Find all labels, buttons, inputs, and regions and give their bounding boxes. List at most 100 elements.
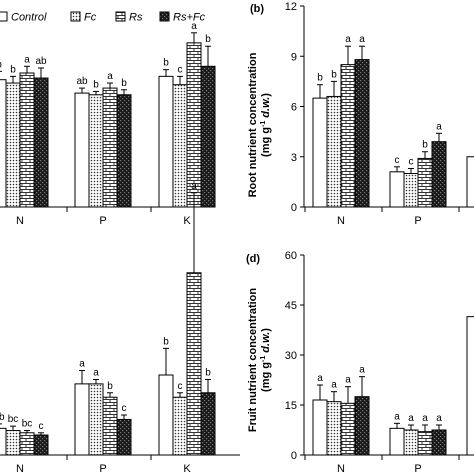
bar-b-rs (417, 157, 433, 208)
bar-c-rs-fc (33, 434, 49, 456)
bar-a-rs-fc (200, 65, 216, 208)
bar-d-rs-fc (431, 429, 447, 456)
bar-c-rs (102, 396, 118, 456)
significance-letter-a: b (163, 58, 169, 69)
bar-a-fc (172, 84, 188, 208)
legend: Control Fc Rs Rs+Fc (0, 11, 206, 24)
legend-item-fc: Fc (70, 11, 97, 24)
significance-letter-d: a (359, 365, 365, 376)
significance-letter-c: a (191, 181, 197, 192)
panel-b-ylabel-line1: Root nutrient concentration (247, 52, 259, 197)
bar-b-rs (340, 64, 356, 208)
panel-b-label: (b) (250, 3, 264, 15)
panel-b-x-tick-label: N (337, 215, 345, 227)
bar-a-control (0, 79, 7, 208)
significance-letter-b: b (422, 140, 428, 151)
significance-letter-d: a (317, 373, 323, 384)
bar-b-fc (326, 95, 342, 208)
bar-a-rs (102, 87, 118, 208)
significance-letter-b: b (331, 69, 337, 80)
panel-b-y-tick-label: 0 (291, 202, 297, 214)
significance-letter-a: b (205, 34, 211, 45)
significance-letter-b: c (395, 155, 400, 166)
bar-b-rs-fc (431, 141, 447, 208)
panel-b-x-tick-label: P (414, 215, 421, 227)
significance-letter-a: ab (35, 56, 47, 67)
bar-d-fc (326, 401, 342, 456)
significance-letter-c: a (79, 359, 85, 370)
legend-swatch-rs (115, 11, 126, 22)
bar-c-fc (88, 383, 104, 456)
panel-b-y-tick-label: 9 (291, 51, 297, 63)
panel-d-x-tick-label: N (337, 463, 345, 474)
panel-d-y-tick-label: 15 (285, 400, 297, 412)
legend-item-rs-fc: Rs+Fc (159, 11, 206, 24)
bar-b-control (466, 156, 474, 208)
bar-a-rs (19, 72, 35, 208)
panel-b-y-tick-label: 6 (291, 102, 297, 114)
significance-letter-c: bc (22, 419, 33, 430)
panel-d-ylabel-unit: (mg g-1 d.w.) (260, 328, 272, 392)
bar-a-fc (88, 94, 104, 208)
panel-d-label: (d) (246, 253, 260, 265)
significance-letter-d: a (331, 380, 337, 391)
significance-letter-a: ab (76, 76, 88, 87)
significance-letter-b: a (345, 34, 351, 45)
significance-letter-c: a (93, 367, 99, 378)
bar-b-rs-fc (354, 59, 370, 208)
panel-b-ylabel-unit: (mg g-1 d.w.) (260, 93, 272, 157)
panel-a-x-tick-label: P (99, 215, 106, 227)
panel-d-y-tick-label: 45 (285, 300, 297, 312)
panel-c: NPKababbcacbcbaccb (0, 181, 240, 474)
bar-d-fc (403, 429, 419, 456)
significance-letter-c: b (205, 367, 211, 378)
bar-c-fc (172, 396, 188, 456)
legend-label-rs: Rs (129, 12, 143, 24)
panel-d-y-tick-label: 30 (285, 350, 297, 362)
bar-c-control (158, 374, 174, 456)
significance-letter-c: c (39, 421, 44, 432)
bar-d-rs (417, 431, 433, 456)
panel-b-ylabel: Root nutrient concentration (mg g-1 d.w.… (247, 52, 272, 197)
bar-c-rs (19, 432, 35, 456)
significance-letter-b: c (409, 156, 414, 167)
bar-a-control (74, 92, 90, 208)
significance-letter-c: b (107, 381, 113, 392)
significance-letter-a: b (121, 78, 127, 89)
significance-letter-b: a (436, 121, 442, 132)
significance-letter-a: c (178, 64, 183, 75)
legend-label-control: Control (11, 12, 47, 24)
bar-d-control (389, 427, 405, 456)
bar-b-control (389, 171, 405, 208)
panel-a-x-tick-label: K (183, 215, 191, 227)
significance-letter-d: a (408, 413, 414, 424)
significance-letter-a: a (24, 54, 30, 65)
bar-c-control (74, 383, 90, 456)
significance-letter-c: b (163, 336, 169, 347)
bar-c-rs (186, 272, 202, 456)
panel-a: NPKbabbbbcaaaabbb (0, 21, 216, 227)
panel-b-y-tick-label: 3 (291, 152, 297, 164)
legend-item-rs: Rs (115, 11, 143, 24)
bar-d-rs (340, 402, 356, 456)
significance-letter-c: bc (8, 414, 19, 425)
panel-d-ylabel-line1: Fruit nutrient concentration (247, 288, 259, 433)
bar-a-rs-fc (33, 77, 49, 208)
significance-letter-a: b (93, 79, 99, 90)
significance-letter-d: a (436, 413, 442, 424)
bar-b-fc (403, 173, 419, 208)
panel-d-y-tick-label: 0 (291, 450, 297, 462)
bar-d-control (466, 316, 474, 456)
significance-letter-a: a (107, 71, 113, 82)
panel-d-ylabel: Fruit nutrient concentration (mg g-1 d.w… (247, 288, 272, 433)
bar-d-rs-fc (354, 396, 370, 456)
panel-c-x-tick-label: P (99, 463, 106, 474)
bar-c-control (0, 427, 7, 456)
significance-letter-c: c (178, 381, 183, 392)
significance-letter-a: a (191, 21, 197, 32)
panel-c-x-tick-label: K (183, 463, 191, 474)
